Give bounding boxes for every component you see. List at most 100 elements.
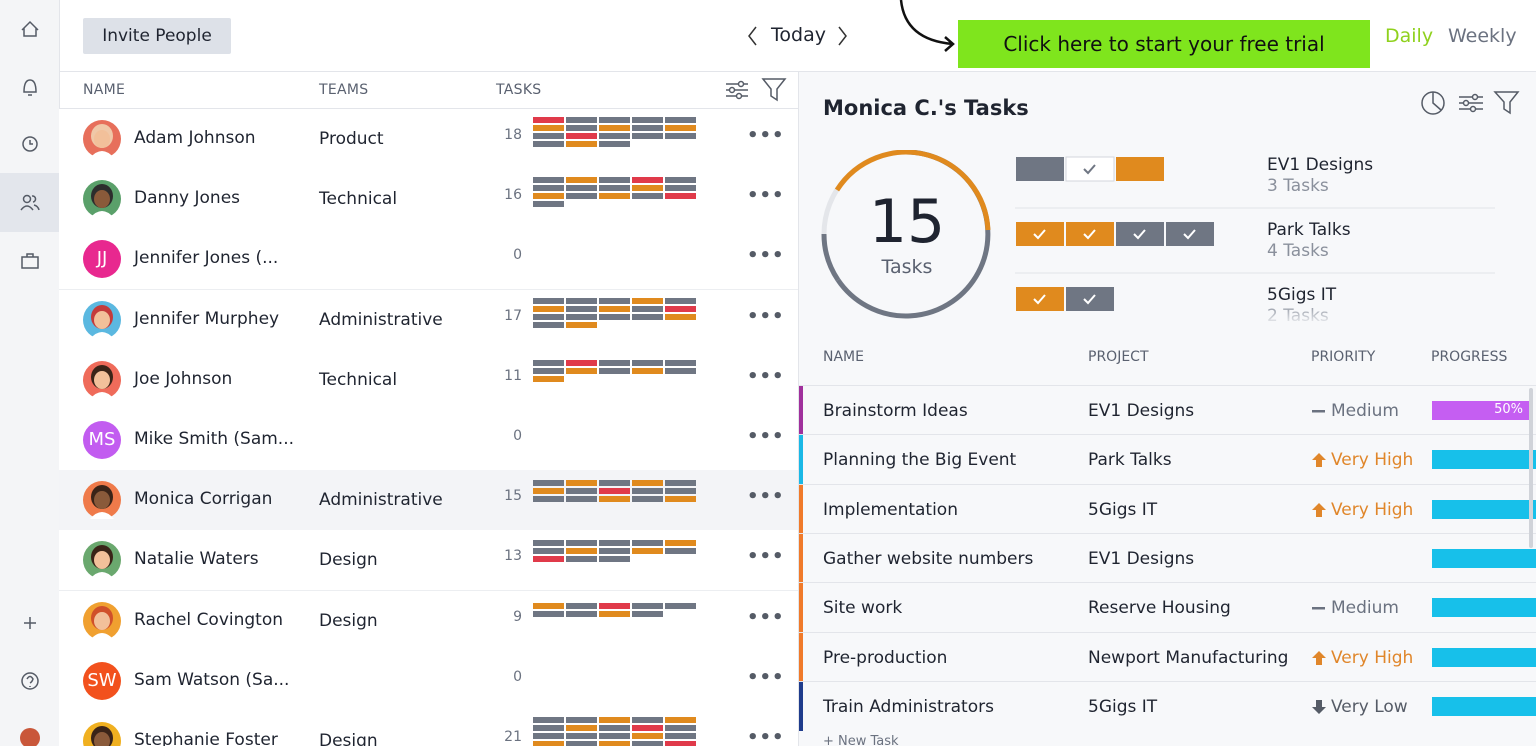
person-row[interactable]: Natalie Waters Design 13 ••• (59, 530, 798, 592)
avatar-photo (83, 601, 121, 640)
avatar-photo (83, 180, 121, 219)
task-block (599, 117, 630, 123)
help-icon[interactable] (21, 672, 39, 690)
row-menu[interactable]: ••• (747, 365, 785, 387)
home-icon[interactable] (21, 20, 39, 37)
row-menu[interactable]: ••• (747, 245, 785, 267)
task-block (566, 717, 597, 723)
task-stripe (799, 681, 803, 731)
task-block (599, 305, 630, 312)
row-menu[interactable]: ••• (747, 666, 785, 688)
task-row[interactable]: Planning the Big Event Park Talks Very Hig… (799, 434, 1536, 485)
person-name: Danny Jones (134, 188, 241, 209)
task-block (632, 717, 663, 723)
task-block (533, 313, 564, 320)
task-block (566, 359, 597, 366)
table-tools (726, 78, 787, 102)
user-avatar[interactable] (20, 728, 40, 746)
task-block (665, 185, 696, 192)
person-team: Technical (319, 189, 398, 210)
task-block (533, 305, 564, 312)
person-row[interactable]: JJ Jennifer Jones (... 0 ••• (59, 229, 798, 291)
clock-icon[interactable] (22, 136, 38, 152)
task-priority: Very Low (1331, 696, 1408, 717)
view-daily[interactable]: Daily (1385, 25, 1434, 47)
task-block (599, 717, 630, 723)
task-blocks (533, 177, 696, 208)
fade (1259, 304, 1519, 326)
person-row[interactable]: MS Mike Smith (Sam... 0 ••• (59, 410, 798, 471)
person-row[interactable]: SW Sam Watson (Sa... 0 ••• (59, 650, 798, 712)
task-block (632, 125, 663, 131)
avatar-initials: MS (83, 421, 121, 459)
task-block (566, 193, 597, 200)
person-team: Design (319, 550, 378, 571)
add-icon[interactable] (24, 617, 36, 629)
task-row[interactable]: Train Administrators 5Gigs IT Very Low (799, 680, 1536, 731)
person-row[interactable]: Joe Johnson Technical 11 ••• (59, 349, 798, 411)
task-row[interactable]: Gather website numbers EV1 Designs (799, 532, 1536, 583)
task-block (566, 741, 597, 746)
task-block (599, 185, 630, 192)
invite-button[interactable]: Invite People (83, 18, 231, 54)
new-task[interactable]: + New Task (823, 734, 899, 746)
task-row[interactable]: Brainstorm Ideas EV1 Designs Medium 50% (799, 385, 1536, 435)
person-row[interactable]: Monica Corrigan Administrative 15 ••• (59, 470, 798, 532)
row-menu[interactable]: ••• (747, 125, 785, 146)
filter-icon[interactable] (1493, 91, 1520, 115)
row-menu[interactable]: ••• (747, 185, 785, 207)
task-block (533, 480, 564, 487)
person-row[interactable]: Jennifer Murphey Administrative 17 ••• (59, 289, 798, 351)
person-name: Natalie Waters (134, 549, 259, 570)
task-block (599, 313, 630, 320)
person-row[interactable]: Stephanie Foster Design 21 ••• (59, 711, 798, 746)
task-row[interactable]: Site work Reserve Housing Medium (799, 582, 1536, 633)
task-block (566, 313, 597, 320)
task-block (632, 177, 663, 184)
task-block (566, 733, 597, 739)
person-row[interactable]: Adam Johnson Product 18 ••• (59, 109, 798, 170)
task-block (599, 133, 630, 139)
task-stripe (799, 435, 803, 485)
priority-icon (1312, 650, 1326, 665)
task-row[interactable]: Pre-production Newport Manufacturing Very … (799, 631, 1536, 682)
task-block (533, 133, 564, 139)
person-team: Administrative (319, 309, 443, 330)
notify-icon[interactable] (23, 79, 37, 96)
briefcase-icon[interactable] (21, 256, 39, 269)
task-block (566, 177, 597, 184)
task-block (632, 297, 663, 304)
next-arrow[interactable] (838, 26, 847, 46)
date-nav[interactable]: Today (771, 24, 826, 46)
task-priority: Very High (1331, 647, 1414, 668)
task-total: 15 (868, 187, 946, 257)
person-row[interactable]: Danny Jones Technical 16 ••• (59, 169, 798, 231)
task-block (533, 725, 564, 731)
task-block (665, 359, 696, 366)
progress-bar (1432, 647, 1536, 667)
task-block (533, 321, 564, 328)
task-block (533, 548, 564, 555)
task-block (566, 602, 597, 609)
cta-button[interactable]: Click here to start your free trial (958, 20, 1370, 68)
row-menu[interactable]: ••• (747, 305, 785, 327)
task-project: EV1 Designs (1088, 548, 1195, 569)
task-project: Reserve Housing (1088, 598, 1231, 619)
task-name: Planning the Big Event (823, 450, 1017, 471)
task-block (665, 717, 696, 723)
row-menu[interactable]: ••• (747, 486, 785, 508)
prev-arrow[interactable] (748, 26, 757, 46)
row-menu[interactable]: ••• (747, 426, 785, 447)
task-block (632, 548, 663, 555)
task-project: 5Gigs IT (1088, 499, 1158, 520)
row-menu[interactable]: ••• (747, 606, 785, 628)
task-row[interactable]: Implementation 5Gigs IT Very High (799, 483, 1536, 534)
view-weekly[interactable]: Weekly (1448, 25, 1517, 47)
progress-label: 50% (1494, 402, 1523, 417)
row-menu[interactable]: ••• (747, 727, 785, 746)
filter-icon[interactable] (761, 78, 787, 102)
row-menu[interactable]: ••• (747, 546, 785, 568)
detail-tools (1421, 91, 1520, 115)
people-icon[interactable] (22, 194, 32, 204)
person-row[interactable]: Rachel Covington Design 9 ••• (59, 590, 798, 652)
